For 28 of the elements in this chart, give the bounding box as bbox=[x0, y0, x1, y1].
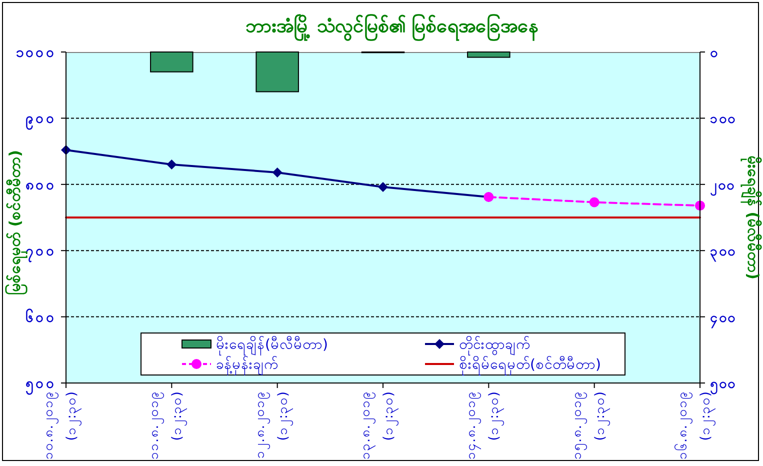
y2-tick-label: ၁၀၀ bbox=[710, 112, 736, 128]
y-tick-label: ၇၀၀ bbox=[25, 244, 56, 263]
bar bbox=[150, 52, 194, 72]
y2-tick-label: ၃၀၀ bbox=[710, 244, 736, 263]
x-tick-label: ၁၃.၈.၂၀၁၉ (၁၂:၃၀) bbox=[358, 391, 398, 460]
y-tick-label: ၈၀၀ bbox=[25, 177, 56, 194]
point bbox=[272, 167, 282, 178]
bar bbox=[467, 52, 510, 58]
x-tick-label: ၁၅.၈.၂၀၁၉ (၁၂:၃၀) bbox=[570, 391, 610, 460]
y-tick-label: ၉၀၀ bbox=[25, 111, 56, 130]
legend-label: တိုင်းထွာချက် bbox=[459, 337, 531, 355]
chart-title: ဘားအံမြို့ သံလွင်မြစ်၏ မြစ်ရေအခြေအနေ bbox=[245, 12, 539, 42]
y2-axis-title: မိုးရေချိန် (မီလီမီတာ) bbox=[740, 156, 763, 280]
legend-label: စိုးရိမ်ရေမှတ်(စင်တီမီတာ) bbox=[459, 357, 601, 375]
x-tick-label: ၁၁.၈.၂၀၁၉ (၁၂:၃၀) bbox=[147, 391, 188, 460]
x-tick-label: ၁၄.၈.၂၀၁၉ (၁၂:၃၀) bbox=[464, 391, 504, 460]
y-tick-label: ၁၀၀၀ bbox=[16, 45, 56, 61]
legend-label: ခန့်မှန်းချက် bbox=[216, 357, 279, 375]
point bbox=[589, 197, 600, 208]
y2-tick-label: ၄၀၀ bbox=[710, 310, 736, 329]
y2-tick-label: ၂၀၀ bbox=[710, 178, 736, 196]
y-tick-label: ၆၀၀ bbox=[25, 308, 56, 326]
legend-label: မိုးရေချိန်(မီလီမီတာ) bbox=[216, 337, 328, 355]
bar bbox=[256, 52, 299, 92]
point bbox=[378, 182, 388, 192]
x-tick-label: ၁၂.၈.၂၀၁၉ (၁၂:၃၀) bbox=[252, 391, 293, 459]
y2-tick-label: ၀ bbox=[710, 46, 719, 61]
point bbox=[166, 160, 177, 170]
